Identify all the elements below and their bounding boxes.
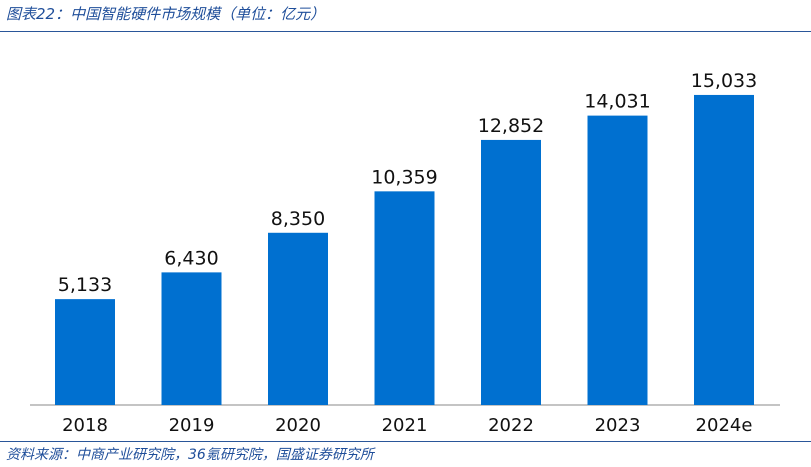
value-label-2019: 6,430 — [164, 247, 218, 269]
x-tick-label-2022: 2022 — [488, 415, 534, 436]
source-note: 资料来源：中商产业研究院，36氪研究院，国盛证券研究所 — [6, 447, 374, 463]
source-divider — [0, 441, 811, 442]
bars-group — [55, 94, 754, 406]
value-label-2022: 12,852 — [478, 115, 544, 137]
x-tick-label-2021: 2021 — [382, 415, 428, 436]
x-tick-label-2024e: 2024e — [696, 415, 753, 436]
chart-title: 图表22：中国智能硬件市场规模（单位：亿元） — [6, 5, 326, 23]
x-tick-labels-group: 2018 2019 2020 2021 2022 2023 2024e — [62, 415, 752, 436]
x-tick-label-2018: 2018 — [62, 415, 108, 436]
bar-2020 — [268, 232, 328, 405]
x-tick-label-2020: 2020 — [275, 415, 321, 436]
value-label-2024e: 15,033 — [691, 70, 757, 92]
value-label-2020: 8,350 — [271, 208, 325, 230]
title-divider — [0, 31, 811, 32]
value-label-2018: 5,133 — [58, 274, 112, 296]
bar-2021 — [374, 191, 435, 405]
x-tick-label-2023: 2023 — [595, 415, 641, 436]
bar-2023 — [587, 115, 648, 405]
x-tick-label-2019: 2019 — [169, 415, 215, 436]
value-labels-group: 5,133 6,430 8,350 10,359 12,852 14,031 15,033 — [58, 70, 757, 296]
bar-2024e — [694, 94, 754, 406]
bar-2019 — [161, 272, 222, 405]
bar-2022 — [481, 139, 541, 406]
value-label-2021: 10,359 — [371, 166, 437, 188]
bar-2018 — [55, 299, 115, 405]
value-label-2023: 14,031 — [584, 91, 650, 113]
